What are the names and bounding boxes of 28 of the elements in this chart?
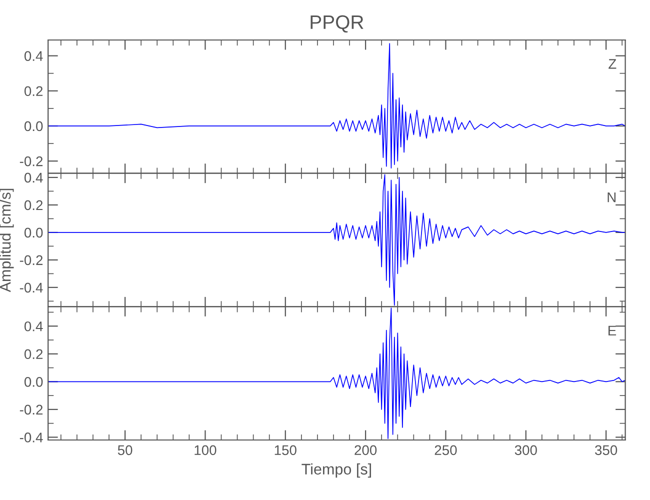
x-tick-label: 50: [118, 445, 132, 456]
y-tick-label: -0.4: [20, 432, 43, 442]
annotation: Z: [608, 59, 616, 69]
line-series: [48, 43, 626, 168]
x-tick-label: 100: [194, 445, 216, 456]
y-tick-label: 0.0: [24, 228, 43, 238]
y-tick-label: 0.2: [24, 349, 43, 360]
x-tick-label: 300: [514, 445, 537, 456]
x-tick-label: 350: [595, 445, 618, 456]
x-tick-label: 150: [274, 445, 296, 456]
chart-title: PPQR: [310, 15, 364, 33]
y-tick-label: -0.4: [20, 282, 43, 293]
x-tick-label: 200: [354, 445, 377, 456]
y-tick-label: 0.2: [24, 86, 43, 96]
y-tick-label: 0.4: [24, 172, 43, 183]
y-tick-label: 0.0: [24, 121, 43, 132]
annotation: E: [608, 326, 616, 336]
y-axis-title: Amplitud [cm/s]: [0, 188, 14, 292]
y-tick-label: 0.4: [24, 51, 43, 61]
y-tick-label: -0.2: [20, 156, 43, 166]
y-tick-label: 0.2: [24, 200, 43, 210]
x-tick-label: 250: [434, 445, 457, 456]
y-tick-label: -0.2: [20, 255, 43, 266]
y-tick-label: -0.2: [20, 404, 43, 415]
x-axis-title: Tiempo [s]: [302, 463, 371, 478]
annotation: N: [608, 192, 616, 202]
y-tick-label: 0.4: [24, 321, 43, 332]
y-tick-label: 0.0: [24, 377, 43, 387]
